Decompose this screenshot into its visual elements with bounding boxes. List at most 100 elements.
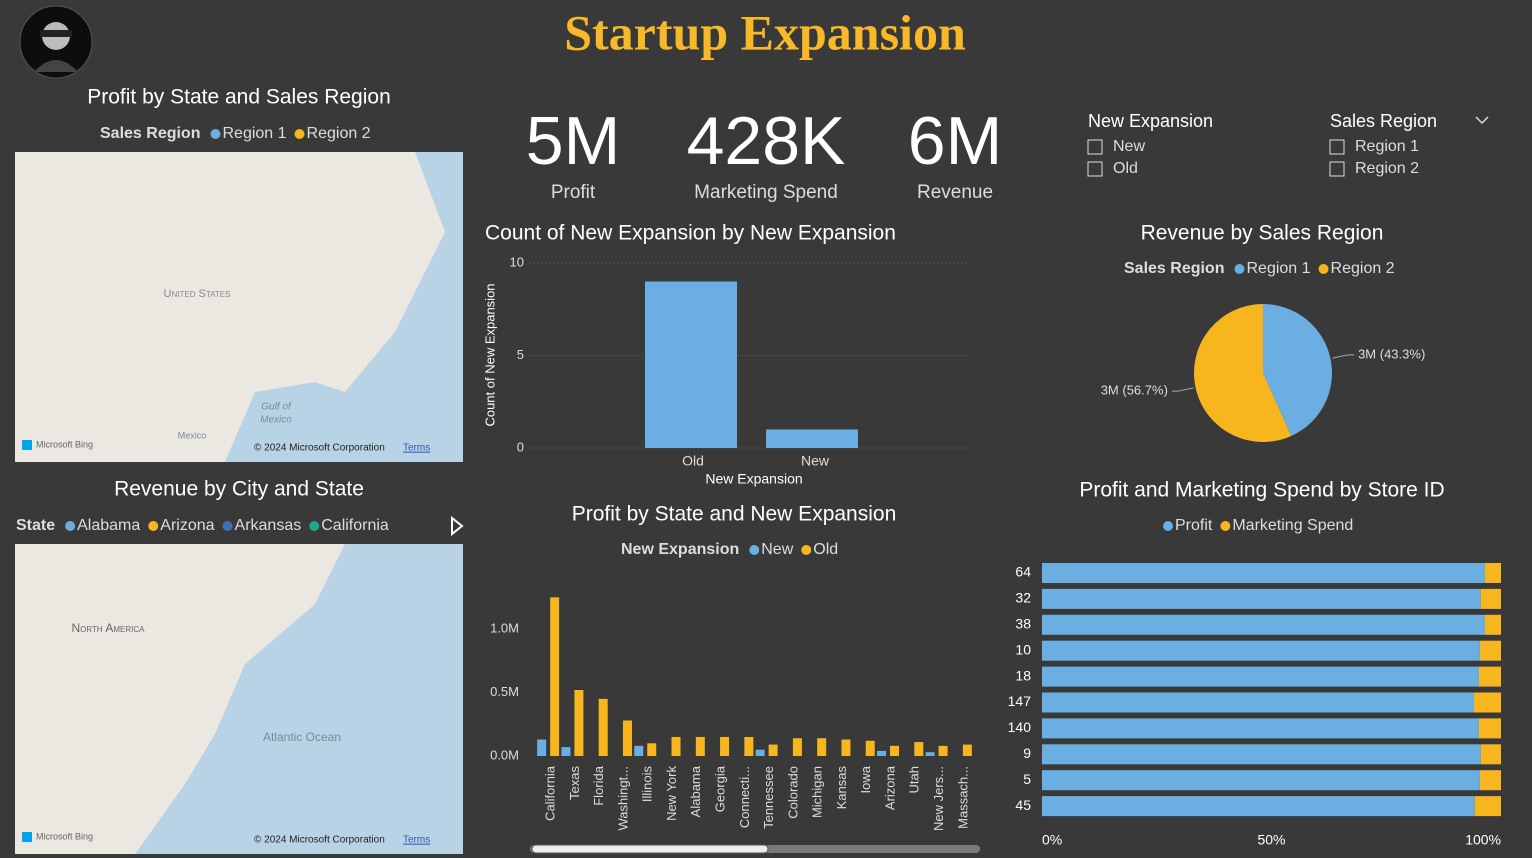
pie-slice [1194,304,1292,442]
x-tick-label: 0% [1042,832,1062,848]
bar [744,736,754,756]
bar-segment [1042,744,1481,765]
y-tick-label: 10 [510,254,524,269]
map-place-label: Gulf of [261,402,292,413]
x-tick-label: New Jers... [931,766,946,831]
bar-segment [1479,640,1501,661]
legend-marker [1318,264,1329,274]
map-terms: Terms [403,835,430,846]
bar [645,281,737,448]
map-land [15,544,345,854]
bar [634,745,644,756]
pie-slice [1263,304,1333,436]
x-tick-label: New [801,453,830,469]
x-tick-label: Connecti... [737,766,752,828]
y-tick-label: 9 [1023,745,1031,761]
y-tick-label: 1.0M [490,621,519,636]
legend-title: New Expansion [621,541,739,558]
x-tick-label: Arizona [882,765,897,810]
legend-title: Sales Region [1124,260,1224,277]
legend-label: Region 1 [1246,260,1310,277]
legend-label: Arizona [160,517,214,534]
data-label: 3M (43.3%) [1358,346,1425,361]
y-tick-label: 140 [1008,719,1032,735]
kpi-label: Revenue [917,182,993,203]
y-tick-label: 38 [1015,616,1031,632]
bar-segment [1479,770,1501,791]
legend-next[interactable] [451,515,464,537]
x-tick-label: Colorado [785,766,800,819]
bar [647,743,657,756]
chart-title: Revenue by Sales Region [1141,222,1384,245]
bar [537,739,547,756]
legend-marker [309,521,320,531]
slicer-option: Region 2 [1355,160,1419,177]
logo-glasses [40,30,72,37]
bar-segment [1042,718,1479,739]
y-tick-label: 0.5M [490,684,519,699]
slicer-title: New Expansion [1088,111,1213,131]
map-title: Profit by State and Sales Region [87,86,391,109]
slicer-checkbox[interactable] [1087,161,1103,177]
y-tick-label: 45 [1015,797,1031,813]
x-tick-label: Georgia [713,765,728,812]
bar [695,736,705,756]
map-place-label: United States [164,288,231,300]
map-place-label: Atlantic Ocean [263,730,341,744]
y-axis-label: Count of New Expansion [482,283,497,426]
bar-segment [1042,796,1475,817]
x-tick-label: Massach... [955,766,970,829]
slicer-checkbox[interactable] [1087,139,1103,155]
leader-line [1171,387,1194,392]
bar [561,747,571,756]
bar-segment [1042,666,1479,687]
slicer-option: New [1113,138,1145,155]
legend-title: State [16,517,55,534]
map-place-label: Mexico [260,415,292,426]
bar-segment [1042,588,1481,609]
slicer-title: Sales Region [1330,111,1437,131]
x-tick-label: Alabama [688,765,703,817]
x-tick-label: Michigan [810,766,825,818]
y-tick-label: 10 [1015,641,1031,657]
bar-segment [1484,614,1501,635]
map-place-label: Mexico [178,430,207,440]
bar [925,752,935,756]
x-tick-label: Washingt... [615,766,630,831]
y-tick-label: 64 [1015,564,1031,580]
slicer-checkbox[interactable] [1329,161,1345,177]
bing-logo [22,832,32,842]
bar [574,690,584,756]
x-tick-label: California [543,765,558,821]
legend-label: Region 2 [307,125,371,142]
leader-line [1332,354,1355,359]
slicer-dropdown[interactable] [1475,116,1489,125]
bar-segment [1042,563,1485,583]
x-tick-label: 50% [1257,832,1285,848]
legend-marker [1163,521,1173,531]
legend-title: Sales Region [100,125,200,142]
map-place-label: North America [72,621,146,635]
legend-marker [210,129,221,139]
x-axis-label: New Expansion [705,471,802,487]
x-tick-label: New York [664,766,679,821]
bar [877,750,887,756]
bar [766,429,858,448]
y-tick-label: 5 [517,347,524,362]
chart-title: Profit by State and New Expansion [572,503,897,526]
legend-label: Old [813,541,838,558]
bar [598,698,608,756]
bar [671,736,681,756]
bar-segment [1480,588,1501,609]
legend-label: Marketing Spend [1232,517,1353,534]
bar [938,745,948,756]
data-label: 3M (56.7%) [1101,383,1168,398]
scrollbar-thumb[interactable] [531,844,769,854]
bar [865,740,875,756]
map-copyright: © 2024 Microsoft Corporation [254,443,385,454]
slicer-checkbox[interactable] [1329,139,1345,155]
y-tick-label: 5 [1023,771,1031,787]
legend-marker [1234,264,1245,274]
x-tick-label: Kansas [834,766,849,810]
